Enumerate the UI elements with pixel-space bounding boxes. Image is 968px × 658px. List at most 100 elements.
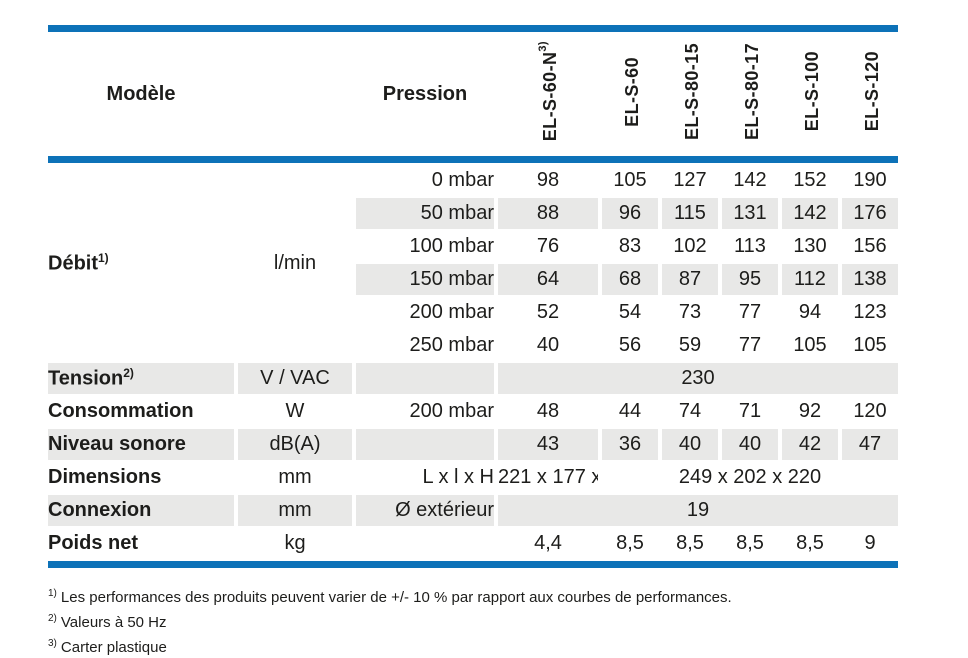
pressure-cell: 250 mbar: [409, 334, 495, 356]
value-cell: 123: [853, 301, 887, 323]
value-cell: 36: [602, 429, 658, 460]
header-row: Modèle Pression EL-S-60-N3) EL-S-60 EL-S…: [48, 34, 898, 154]
value-cell: 112: [782, 264, 838, 295]
row-label-sup: 2): [123, 366, 134, 381]
value-cell: 94: [798, 301, 822, 323]
value-cell: 8,5: [736, 532, 764, 554]
value-cell: 8,5: [616, 532, 644, 554]
value-cell: 8,5: [676, 532, 704, 554]
value-cell: 59: [678, 334, 702, 356]
column-name: EL-S-60-N: [539, 51, 560, 142]
unit-cell: kg: [284, 532, 306, 554]
table-row-niveau-sonore: Niveau sonore dB(A) 43 36 40 40 42 47: [48, 429, 898, 460]
column-header-el-s-100: EL-S-100: [782, 34, 838, 154]
row-label-connexion: Connexion: [48, 495, 234, 526]
value-cell: 74: [678, 400, 702, 422]
value-cell: 68: [602, 264, 658, 295]
value-cell: 87: [662, 264, 718, 295]
pressure-cell: [356, 528, 494, 559]
value-cell: 95: [722, 264, 778, 295]
value-cell: 142: [782, 198, 838, 229]
value-cell: 44: [618, 400, 642, 422]
value-cell: 92: [798, 400, 822, 422]
value-cell: 77: [738, 334, 762, 356]
table-row-debit-100mbar: 100 mbar 76 83 102 113 130 156: [48, 231, 898, 262]
footnote-1: 1) Les performances des produits peuvent …: [48, 583, 968, 608]
unit-cell: V / VAC: [238, 363, 352, 394]
table-row-debit-0mbar: Débit1) l/min 0 mbar 98 105 127 142 152 …: [48, 165, 898, 274]
spec-table-body: Débit1) l/min 0 mbar 98 105 127 142 152 …: [44, 163, 902, 561]
header-rule: [48, 156, 898, 163]
row-label-niveau-sonore: Niveau sonore: [48, 429, 234, 460]
row-label-text: Débit: [48, 252, 98, 275]
value-cell: 96: [602, 198, 658, 229]
footnote-text: Les performances des produits peuvent va…: [60, 589, 732, 606]
pressure-cell: 50 mbar: [356, 198, 494, 229]
spec-table-header: Modèle Pression EL-S-60-N3) EL-S-60 EL-S…: [44, 32, 902, 156]
unit-cell-debit: l/min: [273, 251, 317, 274]
model-header: Modèle: [106, 82, 176, 105]
value-cell-dimensions-first: 221 x 177 x 200: [498, 466, 598, 488]
value-cell: 40: [662, 429, 718, 460]
pressure-cell: 200 mbar: [409, 301, 495, 323]
value-cell: 73: [678, 301, 702, 323]
value-cell: 71: [738, 400, 762, 422]
rotated-column-label: EL-S-120: [860, 51, 882, 132]
rotated-column-label: EL-S-80-15: [680, 43, 702, 140]
value-cell: 105: [853, 334, 887, 356]
unit-cell: mm: [238, 495, 352, 526]
value-cell: 9: [864, 532, 876, 554]
rotated-column-label: EL-S-80-17: [740, 43, 762, 140]
rotated-column-label: EL-S-100: [800, 51, 822, 132]
bottom-rule: [48, 561, 898, 568]
column-sup: 3): [536, 41, 549, 52]
footnotes: 1) Les performances des produits peuvent …: [48, 583, 968, 658]
pressure-cell: L x l x H: [422, 466, 495, 488]
table-row-dimensions: Dimensions mm L x l x H 221 x 177 x 200 …: [48, 462, 898, 493]
value-cell: 88: [498, 198, 598, 229]
column-name: EL-S-60: [621, 56, 642, 127]
table-row-debit-200mbar: 200 mbar 52 54 73 77 94 123: [48, 297, 898, 328]
table-row-connexion: Connexion mm Ø extérieur 19: [48, 495, 898, 526]
column-name: EL-S-100: [801, 51, 822, 132]
column-name: EL-S-120: [861, 51, 882, 132]
unit-cell: dB(A): [238, 429, 352, 460]
footnote-3: 3) Carter plastique: [48, 633, 968, 658]
rotated-column-label: EL-S-60: [620, 56, 642, 127]
unit-cell: W: [285, 400, 305, 422]
value-cell: 102: [673, 235, 707, 257]
column-header-el-s-60-n: EL-S-60-N3): [498, 34, 598, 154]
spec-table-wrap: Modèle Pression EL-S-60-N3) EL-S-60 EL-S…: [48, 25, 898, 568]
value-cell: 64: [498, 264, 598, 295]
pressure-cell: 0 mbar: [431, 169, 494, 191]
rotated-column-label: EL-S-60-N3): [536, 41, 560, 142]
value-cell: 47: [842, 429, 898, 460]
table-row-poids-net: Poids net kg 4,4 8,5 8,5 8,5 8,5 9: [48, 528, 898, 559]
pressure-cell: 150 mbar: [356, 264, 494, 295]
value-cell: 42: [782, 429, 838, 460]
unit-cell: mm: [278, 466, 312, 488]
value-cell: 76: [536, 235, 560, 257]
value-cell: 48: [536, 400, 560, 422]
value-cell: 40: [722, 429, 778, 460]
footnote-marker: 1): [48, 588, 57, 599]
value-cell: 142: [733, 169, 767, 191]
footnote-text: Carter plastique: [60, 639, 167, 656]
merged-value-cell: 19: [498, 495, 898, 526]
pressure-header: Pression: [382, 82, 468, 105]
unit-header-spacer: [238, 34, 352, 154]
row-label-dimensions: Dimensions: [48, 466, 162, 488]
top-rule: [48, 25, 898, 32]
table-row-tension: Tension2) V / VAC 230: [48, 363, 898, 394]
value-cell: 156: [853, 235, 887, 257]
value-cell: 4,4: [534, 532, 562, 554]
table-row-consommation: Consommation W 200 mbar 48 44 74 71 92 1…: [48, 396, 898, 427]
row-label-consommation: Consommation: [48, 400, 194, 422]
value-cell: 131: [722, 198, 778, 229]
row-label-poids-net: Poids net: [48, 532, 139, 554]
value-cell: 138: [842, 264, 898, 295]
value-cell: 176: [842, 198, 898, 229]
table-row-debit-50mbar: 50 mbar 88 96 115 131 142 176: [48, 198, 898, 229]
merged-value-cell: 230: [498, 363, 898, 394]
